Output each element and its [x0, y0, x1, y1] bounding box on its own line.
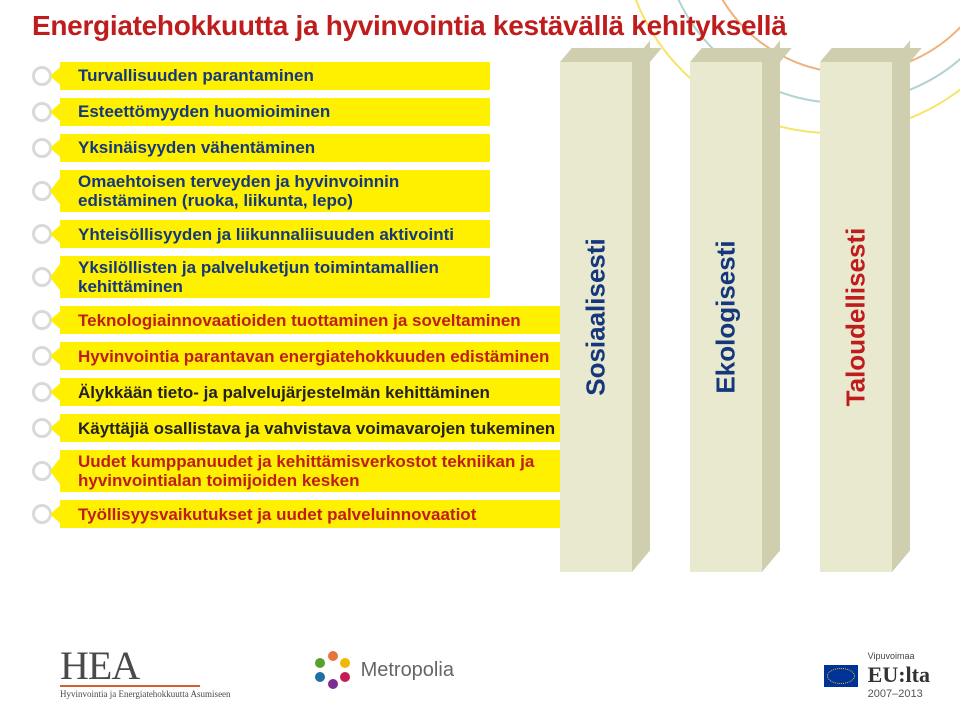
eu-years: 2007–2013	[868, 688, 930, 700]
pillar-edge	[762, 41, 780, 572]
metropolia-dot-icon	[340, 672, 350, 682]
item-band: Yksinäisyyden vähentäminen	[60, 134, 490, 162]
bullet-dot-icon	[32, 102, 52, 122]
list-row: Hyvinvointia parantavan energiatehokkuud…	[32, 342, 592, 370]
hea-title: HEA	[60, 642, 231, 689]
list-row: Yksinäisyyden vähentäminen	[32, 134, 592, 162]
item-band: Uudet kumppanuudet ja kehittämisverkosto…	[60, 450, 592, 492]
list-row: Teknologiainnovaatioiden tuottaminen ja …	[32, 306, 592, 334]
pillar-cap	[560, 48, 662, 62]
pillar-label: Sosiaalisesti	[581, 238, 612, 396]
eu-smalltop: Vipuvoimaa	[868, 652, 930, 662]
pillar: Sosiaalisesti	[560, 62, 632, 572]
hea-logo: HEA Hyvinvointia ja Energiatehokkuutta A…	[60, 642, 231, 699]
pillar-edge	[632, 41, 650, 572]
bullet-dot-icon	[32, 418, 52, 438]
bullet-dot-icon	[32, 66, 52, 86]
item-band: Yksilöllisten ja palveluketjun toimintam…	[60, 256, 490, 298]
bullet-dot-icon	[32, 267, 52, 287]
metropolia-logo: Metropolia	[311, 648, 454, 692]
pillar-cap	[820, 48, 922, 62]
item-list: Turvallisuuden parantaminen Esteettömyyde…	[32, 62, 592, 536]
pillar-cap	[690, 48, 792, 62]
bullet-dot-icon	[32, 504, 52, 524]
pillar-label: Ekologisesti	[711, 240, 742, 393]
eu-logo: Vipuvoimaa EU:lta 2007–2013	[824, 652, 930, 700]
list-row: Uudet kumppanuudet ja kehittämisverkosto…	[32, 450, 592, 492]
bullet-dot-icon	[32, 461, 52, 481]
bullet-dot-icon	[32, 382, 52, 402]
list-row: Yksilöllisten ja palveluketjun toimintam…	[32, 256, 592, 298]
pillar-label: Taloudellisesti	[841, 228, 872, 407]
page-title: Energiatehokkuutta ja hyvinvointia kestä…	[32, 10, 786, 42]
hea-subtitle: Hyvinvointia ja Energiatehokkuutta Asumi…	[60, 689, 231, 699]
pillar: Ekologisesti	[690, 62, 762, 572]
metropolia-dot-icon	[328, 651, 338, 661]
item-band: Älykkään tieto- ja palvelujärjestelmän k…	[60, 378, 590, 406]
item-band: Työllisyysvaikutukset ja uudet palveluin…	[60, 500, 592, 528]
list-row: Älykkään tieto- ja palvelujärjestelmän k…	[32, 378, 592, 406]
list-row: Yhteisöllisyyden ja liikunnaliisuuden ak…	[32, 220, 592, 248]
bullet-dot-icon	[32, 181, 52, 201]
item-band: Yhteisöllisyyden ja liikunnaliisuuden ak…	[60, 220, 490, 248]
list-row: Esteettömyyden huomioiminen	[32, 98, 592, 126]
eu-flag-icon	[824, 665, 858, 687]
list-row: Omaehtoisen terveyden ja hyvinvoinnin ed…	[32, 170, 592, 212]
metropolia-dots	[311, 648, 355, 692]
metropolia-dot-icon	[315, 672, 325, 682]
list-row: Turvallisuuden parantaminen	[32, 62, 592, 90]
item-band: Teknologiainnovaatioiden tuottaminen ja …	[60, 306, 590, 334]
logo-bar: HEA Hyvinvointia ja Energiatehokkuutta A…	[60, 630, 930, 710]
item-band: Hyvinvointia parantavan energiatehokkuud…	[60, 342, 590, 370]
metropolia-dot-icon	[315, 658, 325, 668]
eu-big: EU:lta	[868, 662, 930, 688]
item-band: Omaehtoisen terveyden ja hyvinvoinnin ed…	[60, 170, 490, 212]
metropolia-dot-icon	[328, 679, 338, 689]
list-row: Työllisyysvaikutukset ja uudet palveluin…	[32, 500, 592, 528]
pillar: Taloudellisesti	[820, 62, 892, 572]
pillar-edge	[892, 41, 910, 572]
item-band: Käyttäjiä osallistava ja vahvistava voim…	[60, 414, 592, 442]
metropolia-text: Metropolia	[361, 659, 454, 682]
item-band: Esteettömyyden huomioiminen	[60, 98, 490, 126]
bullet-dot-icon	[32, 310, 52, 330]
list-row: Käyttäjiä osallistava ja vahvistava voim…	[32, 414, 592, 442]
metropolia-dot-icon	[340, 658, 350, 668]
bullet-dot-icon	[32, 138, 52, 158]
bullet-dot-icon	[32, 224, 52, 244]
bullet-dot-icon	[32, 346, 52, 366]
item-band: Turvallisuuden parantaminen	[60, 62, 490, 90]
